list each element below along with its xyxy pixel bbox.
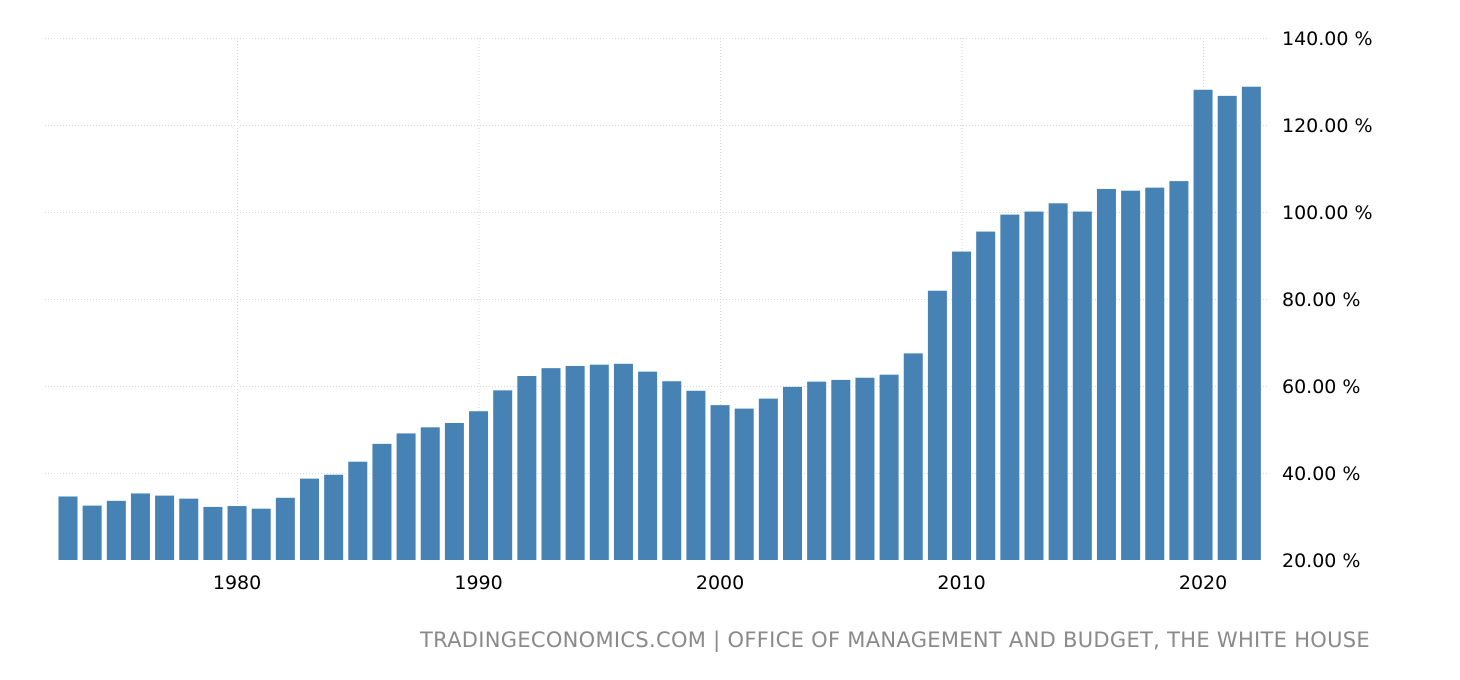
bar-2015 [1072, 211, 1092, 560]
bar-1976 [130, 493, 150, 560]
bar-1987 [396, 433, 416, 560]
bar-2004 [807, 381, 827, 560]
bar-1992 [517, 375, 537, 560]
x-tick-label: 1990 [454, 572, 502, 594]
bar-2006 [855, 377, 875, 560]
bar-2018 [1145, 187, 1165, 560]
bar-2017 [1121, 190, 1141, 560]
bar-2000 [710, 405, 730, 560]
bar-2014 [1048, 203, 1068, 561]
bar-2002 [758, 398, 778, 560]
bar-2005 [831, 379, 851, 560]
bar-2012 [1000, 214, 1020, 561]
bar-2003 [783, 386, 802, 560]
y-tick-label: 60.00 % [1282, 376, 1361, 398]
bar-1985 [348, 461, 368, 560]
bar-2008 [903, 353, 923, 560]
bar-2022 [1241, 86, 1261, 560]
y-tick-label: 20.00 % [1282, 550, 1361, 572]
bar-1984 [324, 474, 344, 560]
bar-1999 [686, 390, 706, 560]
x-tick-label: 2020 [1179, 572, 1227, 594]
bar-1979 [203, 506, 223, 560]
bar-1995 [589, 364, 609, 560]
x-tick-label: 2010 [937, 572, 985, 594]
bar-1982 [275, 497, 295, 560]
bar-1990 [469, 411, 489, 560]
bar-1975 [106, 500, 126, 560]
y-tick-label: 40.00 % [1282, 463, 1361, 485]
bar-1988 [420, 427, 440, 560]
bar-2007 [879, 374, 899, 560]
y-axis-tick-labels: 20.00 % 40.00 % 60.00 % 80.00 % 100.00 % 120.… [1282, 28, 1373, 572]
bar-1981 [251, 508, 271, 560]
bar-2009 [927, 290, 947, 560]
y-tick-label: 120.00 % [1282, 115, 1373, 137]
bar-1983 [300, 478, 319, 560]
bar-1986 [372, 443, 392, 560]
bar-1978 [179, 498, 199, 560]
bar-2021 [1217, 95, 1237, 560]
source-attribution: TRADINGECONOMICS.COM | OFFICE OF MANAGEM… [419, 628, 1370, 652]
bar-2016 [1096, 188, 1116, 560]
bar-1989 [444, 422, 464, 560]
y-tick-label: 80.00 % [1282, 289, 1361, 311]
bar-1998 [662, 381, 682, 560]
bar-chart: 20.00 % 40.00 % 60.00 % 80.00 % 100.00 % 120.… [45, 28, 1373, 594]
bar-1994 [565, 365, 585, 560]
bar-2010 [952, 251, 972, 560]
bar-1991 [493, 390, 513, 560]
bar-2020 [1193, 89, 1213, 560]
x-axis-tick-labels: 1980 1990 2000 2010 2020 [213, 572, 1227, 594]
bar-2019 [1169, 181, 1189, 561]
bar-1993 [541, 368, 561, 560]
bar-1997 [638, 371, 658, 560]
y-tick-label: 100.00 % [1282, 202, 1373, 224]
y-tick-label: 140.00 % [1282, 28, 1373, 50]
bar-1977 [155, 495, 175, 560]
bar-1980 [227, 506, 247, 560]
x-tick-label: 2000 [696, 572, 744, 594]
bar-1973 [58, 496, 78, 560]
bar-2001 [734, 408, 754, 560]
x-tick-label: 1980 [213, 572, 261, 594]
bar-1974 [82, 505, 102, 560]
bar-1996 [613, 363, 633, 560]
bars [58, 86, 1261, 561]
bar-2013 [1024, 211, 1044, 560]
bar-2011 [976, 231, 996, 560]
